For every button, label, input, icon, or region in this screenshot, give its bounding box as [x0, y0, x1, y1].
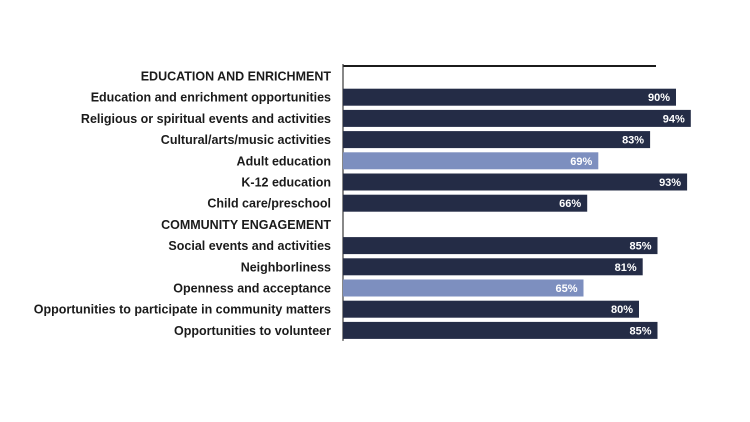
category-label: Social events and activities [168, 239, 331, 253]
bar-value-label: 83% [622, 135, 644, 147]
bar-value-label: 65% [555, 283, 577, 295]
bar [343, 109, 691, 127]
bar [343, 152, 599, 170]
bar [343, 237, 658, 255]
bar-value-label: 93% [659, 177, 681, 189]
bar [343, 321, 658, 339]
category-label: Openness and acceptance [173, 282, 331, 296]
category-label: Child care/preschool [207, 197, 331, 211]
category-label: Neighborliness [241, 260, 331, 274]
group-header-label: COMMUNITY ENGAGEMENT [161, 218, 331, 232]
bar-value-label: 90% [648, 92, 670, 104]
bar-value-label: 85% [629, 325, 651, 337]
bar-value-label: 81% [615, 262, 637, 274]
group-header-label: EDUCATION AND ENRICHMENT [141, 70, 332, 84]
bar [343, 173, 688, 191]
bar-value-label: 85% [629, 241, 651, 253]
category-label: Adult education [237, 154, 331, 168]
bar [343, 194, 588, 212]
category-label: Opportunities to participate in communit… [34, 303, 331, 317]
bar [343, 279, 584, 297]
category-label: Opportunities to volunteer [174, 324, 331, 338]
category-label: Cultural/arts/music activities [161, 133, 331, 147]
bar [343, 300, 639, 318]
category-label: Education and enrichment opportunities [91, 91, 331, 105]
bar-value-label: 69% [570, 156, 592, 168]
bar-value-label: 80% [611, 304, 633, 316]
category-label: Religious or spiritual events and activi… [81, 112, 331, 126]
bar [343, 131, 651, 149]
bar-value-label: 66% [559, 198, 581, 210]
category-label: K-12 education [241, 176, 331, 190]
bar-value-label: 94% [663, 113, 685, 125]
bar [343, 258, 643, 276]
bar [343, 88, 676, 106]
